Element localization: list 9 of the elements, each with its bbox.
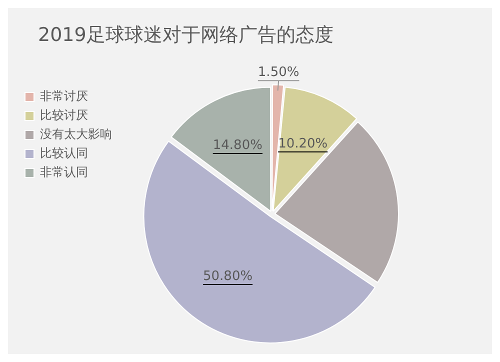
legend-label: 没有太大影响: [40, 127, 112, 142]
data-label: 50.80%: [202, 268, 253, 284]
legend-label: 非常讨厌: [40, 89, 88, 104]
chart-title: 2019足球球迷对于网络广告的态度: [37, 23, 334, 48]
legend-label: 比较认同: [40, 146, 88, 160]
legend-label: 比较讨厌: [40, 108, 88, 122]
data-label: 14.80%: [212, 138, 262, 153]
data-label: 1.50%: [258, 65, 300, 80]
legend-label: 非常认同: [40, 165, 88, 180]
